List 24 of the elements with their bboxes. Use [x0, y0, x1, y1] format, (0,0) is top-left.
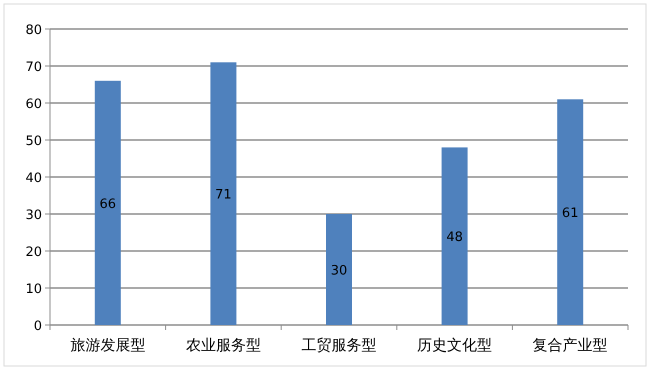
- bar: [442, 147, 468, 325]
- bar: [557, 99, 584, 325]
- y-tick-label: 60: [25, 97, 42, 112]
- x-tick-label: 历史文化型: [417, 336, 492, 354]
- x-tick-label: 复合产业型: [532, 336, 608, 354]
- x-tick-label: 旅游发展型: [70, 336, 146, 354]
- bar: [94, 80, 121, 325]
- bar: [210, 62, 236, 325]
- x-tick-label: 农业服务型: [186, 336, 261, 354]
- data-label: 66: [100, 196, 116, 212]
- y-tick-label: 30: [25, 208, 42, 223]
- x-tick-label: 工贸服务型: [302, 336, 376, 354]
- bar: [326, 214, 352, 325]
- data-label: 48: [446, 230, 463, 246]
- y-tick-label: 20: [25, 245, 42, 260]
- y-tick-label: 10: [25, 282, 42, 297]
- data-label: 61: [562, 206, 578, 222]
- y-tick-label: 40: [25, 171, 42, 186]
- data-label: 30: [330, 264, 348, 278]
- y-tick-label: 50: [25, 134, 42, 149]
- data-label: 71: [215, 188, 232, 203]
- y-tick-label: 70: [25, 60, 42, 75]
- y-tick-label: 0: [34, 319, 42, 334]
- y-tick-label: 80: [25, 23, 42, 38]
